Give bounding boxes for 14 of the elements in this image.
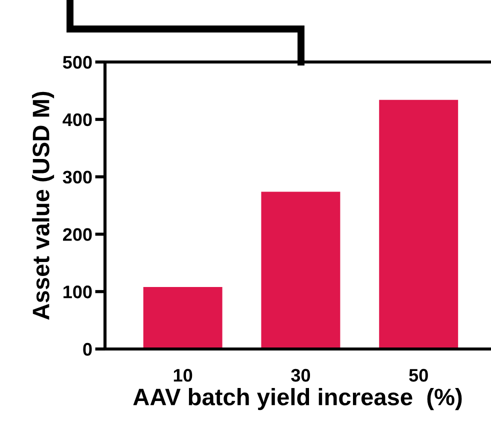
y-tick-label: 200 <box>63 228 92 241</box>
bar <box>261 192 340 349</box>
y-axis-title: Asset value (USD M) <box>32 92 54 320</box>
y-tick-label: 100 <box>64 286 92 298</box>
x-tick-label: 30 <box>291 368 310 382</box>
y-tick-label: 400 <box>62 113 92 126</box>
x-axis-title: AAV batch yield increase (%) <box>133 388 462 410</box>
y-tick-label: 300 <box>62 170 92 184</box>
y-tick-label: 500 <box>62 56 92 69</box>
bar <box>379 100 458 349</box>
bar <box>143 287 222 349</box>
x-tick-label: 50 <box>409 368 428 382</box>
x-tick-label: 10 <box>174 368 192 382</box>
y-tick-label: 0 <box>83 342 92 356</box>
